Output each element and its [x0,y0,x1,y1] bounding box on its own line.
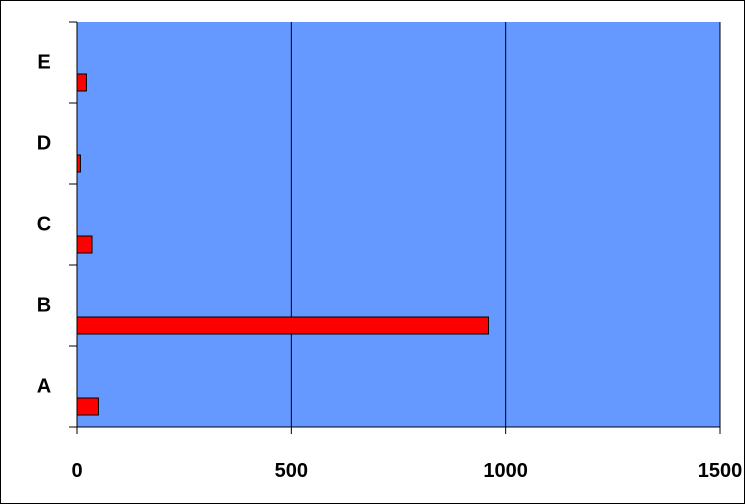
bar-B [76,316,490,335]
bars [76,73,490,416]
bar-C [76,235,93,254]
y-tick-label-B: B [37,294,51,316]
y-tick-label-A: A [37,375,51,397]
x-tick-labels: 0 500 1000 1500 [71,460,742,482]
y-tick-label-C: C [37,213,51,235]
bar-D [76,154,81,173]
gridlines [290,22,721,427]
y-tick-labels: A B C D E [37,51,51,397]
x-tick-label-1000: 1000 [483,460,528,482]
x-tick-label-500: 500 [275,460,308,482]
plot-area [77,22,720,427]
x-tick-label-1500: 1500 [698,460,743,482]
x-tick-label-0: 0 [71,460,82,482]
axes [69,21,721,434]
bar-A [76,397,99,416]
y-tick-label-E: E [37,51,50,73]
bar-E [76,73,87,92]
y-tick-label-D: D [37,132,51,154]
